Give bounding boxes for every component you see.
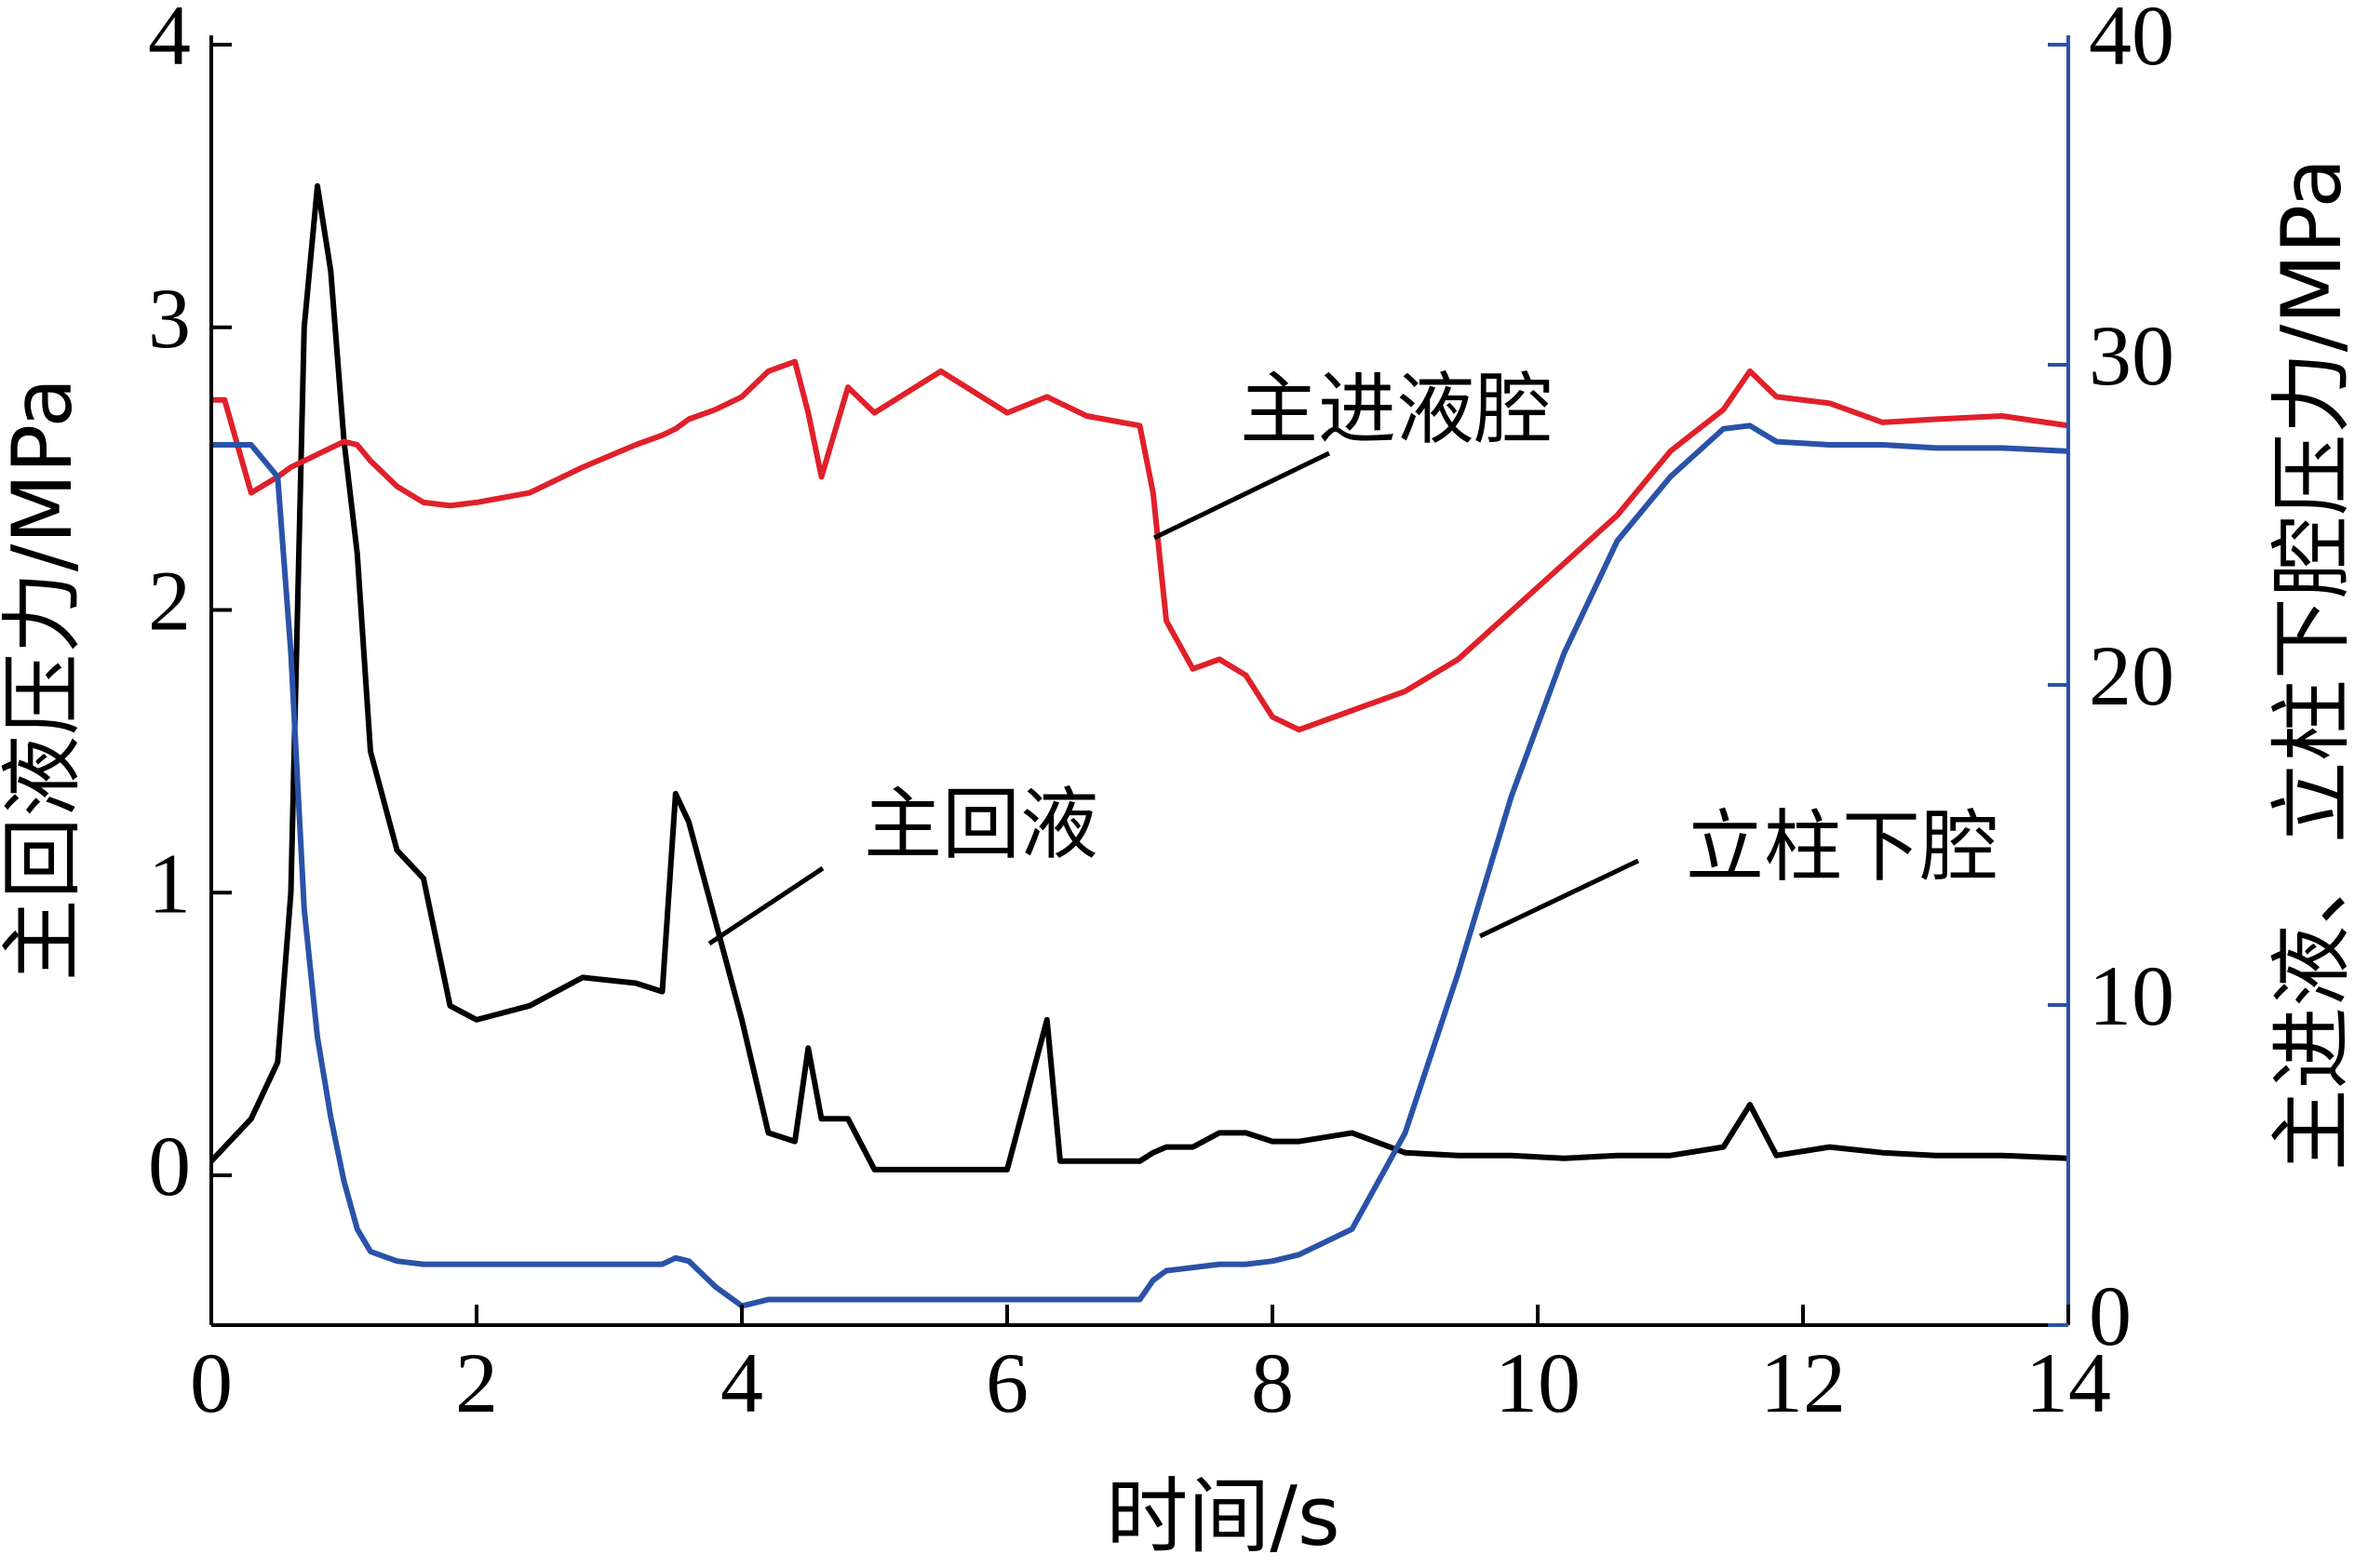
annotation: 立柱下腔 [1686,801,1998,892]
y-tick-label: 4 [148,0,191,83]
x-tick-label: 8 [1251,1335,1294,1430]
x-tick-label: 4 [720,1335,763,1430]
x-tick-label: 14 [2025,1335,2111,1430]
series-line [209,182,2069,1173]
y2-tick-label: 10 [2089,948,2174,1043]
x-tick-label: 6 [986,1335,1029,1430]
y2-axis-label: 主进液、立柱下腔压力/MPa [2264,158,2360,1172]
x-tick-label: 2 [455,1335,498,1430]
x-tick-label: 10 [1495,1335,1581,1430]
series-line [211,422,2069,1309]
y-tick-label: 0 [148,1119,191,1213]
x-tick-label: 12 [1760,1335,1846,1430]
y2-tick-label: 40 [2089,0,2174,83]
leader-line [707,865,825,946]
y-tick-label: 1 [148,836,191,931]
y2-tick-label: 0 [2089,1268,2132,1363]
leader-line [1478,858,1640,939]
annotation: 主回液 [864,779,1098,870]
y-tick-label: 2 [148,554,191,649]
y-axis-label: 主回液压力/MPa [0,378,90,982]
series-line [211,358,2069,733]
y-tick-label: 3 [148,271,191,366]
y2-tick-label: 20 [2089,628,2174,723]
series-group [209,182,2069,1309]
annotation: 主进液腔 [1240,364,1553,455]
x-tick-label: 0 [190,1335,233,1430]
x-axis-label: 时间/s [1106,1468,1340,1564]
y2-tick-label: 30 [2089,308,2174,403]
leader-line [1152,450,1331,541]
